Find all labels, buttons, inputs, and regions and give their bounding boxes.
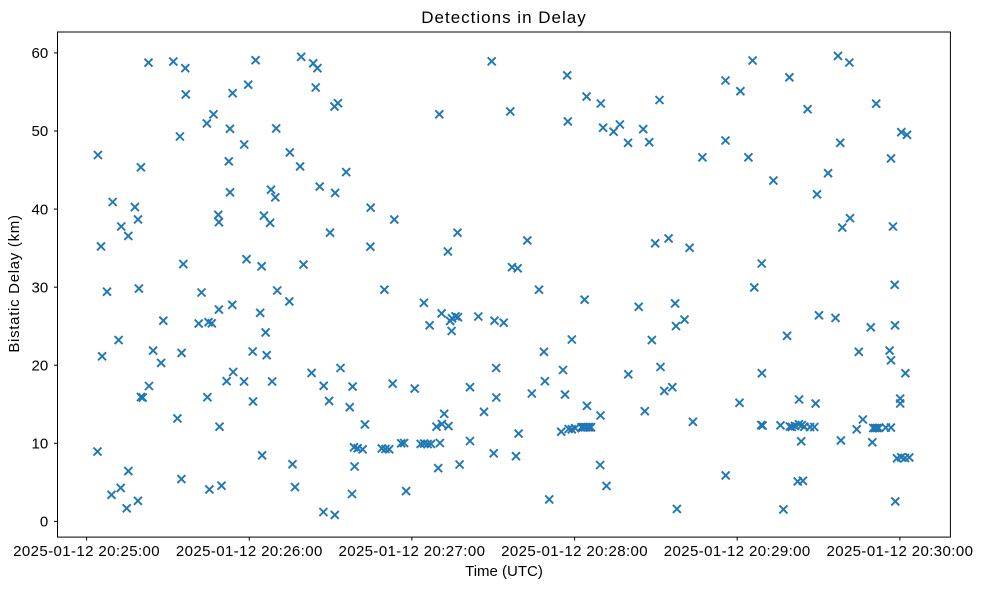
- svg-text:30: 30: [32, 279, 49, 296]
- svg-text:2025-01-12 20:26:00: 2025-01-12 20:26:00: [176, 543, 323, 560]
- svg-text:2025-01-12 20:27:00: 2025-01-12 20:27:00: [338, 543, 485, 560]
- svg-text:10: 10: [32, 436, 49, 453]
- svg-text:60: 60: [32, 45, 49, 62]
- svg-text:0: 0: [40, 514, 48, 531]
- svg-text:50: 50: [32, 123, 49, 140]
- svg-text:Bistatic Delay (km): Bistatic Delay (km): [6, 214, 23, 352]
- svg-text:Detections in Delay: Detections in Delay: [421, 8, 586, 27]
- svg-text:2025-01-12 20:25:00: 2025-01-12 20:25:00: [13, 543, 160, 560]
- svg-text:40: 40: [32, 201, 49, 218]
- svg-text:Time (UTC): Time (UTC): [465, 563, 543, 580]
- svg-text:2025-01-12 20:30:00: 2025-01-12 20:30:00: [826, 543, 973, 560]
- svg-text:2025-01-12 20:28:00: 2025-01-12 20:28:00: [501, 543, 648, 560]
- svg-text:2025-01-12 20:29:00: 2025-01-12 20:29:00: [664, 543, 811, 560]
- svg-text:20: 20: [32, 357, 49, 374]
